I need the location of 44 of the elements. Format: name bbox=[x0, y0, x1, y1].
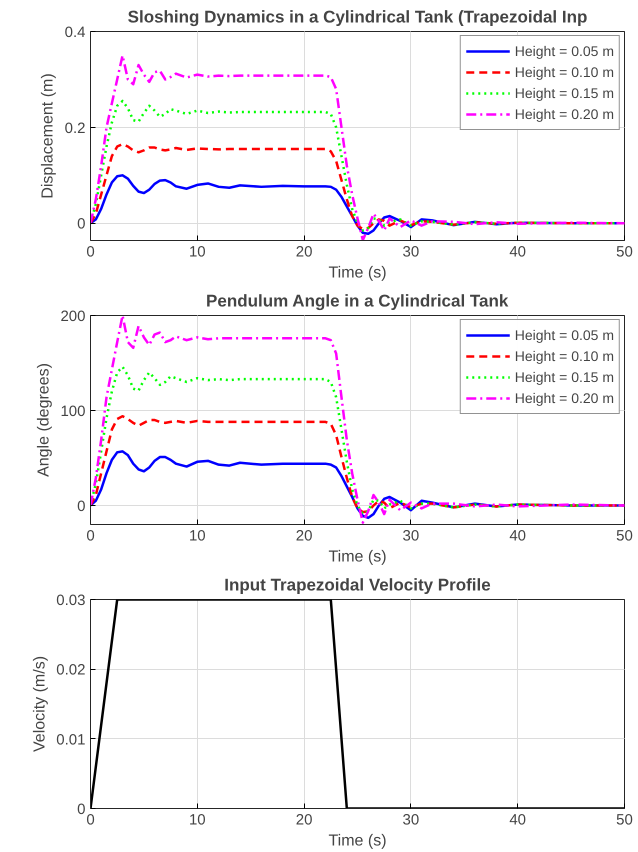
x-tick-label: 20 bbox=[296, 528, 312, 544]
y-tick-label: 0 bbox=[77, 216, 86, 233]
legend-label: Height = 0.05 m bbox=[514, 43, 614, 59]
chart-title: Sloshing Dynamics in a Cylindrical Tank (Trapezoidal Inp bbox=[128, 8, 588, 26]
y-tick-label: 0 bbox=[77, 801, 86, 818]
chart-title: Input Trapezoidal Velocity Profile bbox=[224, 576, 491, 594]
x-tick-label: 50 bbox=[616, 528, 633, 544]
y-axis-title: Angle (degrees) bbox=[35, 363, 52, 477]
legend-label: Height = 0.10 m bbox=[514, 348, 614, 364]
legend-label: Height = 0.15 m bbox=[514, 369, 614, 385]
x-tick-label: 10 bbox=[188, 244, 206, 260]
y-tick-label: 0.01 bbox=[56, 731, 86, 748]
x-tick-label: 10 bbox=[188, 528, 206, 544]
y-tick-label: 0.2 bbox=[64, 120, 86, 137]
x-tick-label: 30 bbox=[402, 528, 420, 544]
y-axis-title: Velocity (m/s) bbox=[31, 656, 48, 752]
x-tick-label: 10 bbox=[188, 812, 206, 828]
legend-label: Height = 0.20 m bbox=[514, 390, 614, 406]
x-tick-label: 50 bbox=[616, 812, 633, 828]
chart-title: Pendulum Angle in a Cylindrical Tank bbox=[206, 292, 509, 310]
legend-label: Height = 0.10 m bbox=[514, 64, 614, 80]
y-tick-label: 0.02 bbox=[56, 662, 86, 679]
legend-label: Height = 0.05 m bbox=[514, 327, 614, 343]
x-tick-label: 30 bbox=[402, 244, 420, 260]
x-tick-label: 20 bbox=[296, 812, 312, 828]
x-axis-title: Time (s) bbox=[328, 832, 387, 850]
x-tick-label: 40 bbox=[509, 528, 526, 544]
legend-label: Height = 0.20 m bbox=[514, 106, 614, 122]
x-axis-title: Time (s) bbox=[328, 548, 387, 566]
y-tick-label: 0.03 bbox=[56, 592, 86, 609]
x-tick-label: 40 bbox=[509, 812, 526, 828]
x-tick-label: 50 bbox=[616, 244, 633, 260]
y-tick-label: 0.4 bbox=[64, 24, 86, 41]
y-tick-label: 200 bbox=[60, 308, 86, 325]
y-tick-label: 0 bbox=[77, 498, 86, 515]
line-series bbox=[90, 414, 624, 514]
x-tick-label: 20 bbox=[296, 244, 312, 260]
x-tick-label: 40 bbox=[509, 244, 526, 260]
legend-label: Height = 0.15 m bbox=[514, 85, 614, 101]
line-series bbox=[90, 316, 624, 524]
x-axis-title: Time (s) bbox=[328, 264, 387, 282]
y-tick-label: 100 bbox=[60, 403, 86, 420]
y-axis-title: Displacement (m) bbox=[40, 73, 57, 199]
x-tick-label: 30 bbox=[402, 812, 420, 828]
